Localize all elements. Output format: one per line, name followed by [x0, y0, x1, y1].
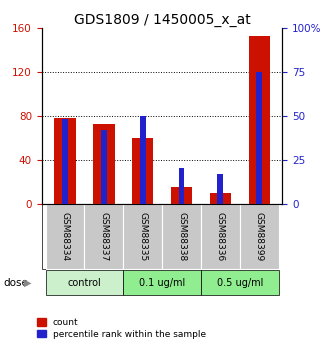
Title: GDS1809 / 1450005_x_at: GDS1809 / 1450005_x_at	[74, 12, 250, 27]
Bar	[46, 270, 123, 295]
Bar	[210, 193, 231, 204]
Text: GSM88335: GSM88335	[138, 212, 147, 261]
Bar	[123, 204, 162, 269]
Bar	[256, 71, 262, 204]
Bar	[171, 187, 192, 204]
Bar	[132, 138, 153, 204]
Bar	[123, 270, 201, 295]
Text: ▶: ▶	[24, 278, 31, 288]
Text: 0.5 ug/ml: 0.5 ug/ml	[217, 278, 263, 288]
Bar	[240, 204, 279, 269]
Bar	[54, 118, 76, 204]
Bar	[62, 119, 68, 204]
Text: GSM88337: GSM88337	[100, 212, 108, 261]
Bar	[248, 36, 270, 204]
Bar	[201, 204, 240, 269]
Bar	[217, 174, 223, 204]
Bar	[162, 204, 201, 269]
Bar	[140, 116, 146, 204]
Text: GSM88334: GSM88334	[61, 212, 70, 261]
Text: 0.1 ug/ml: 0.1 ug/ml	[139, 278, 185, 288]
Bar	[84, 204, 123, 269]
Bar	[178, 168, 185, 204]
Bar	[93, 124, 115, 204]
Bar	[201, 270, 279, 295]
Legend: count, percentile rank within the sample: count, percentile rank within the sample	[37, 318, 206, 339]
Text: GSM88399: GSM88399	[255, 212, 264, 261]
Bar	[46, 204, 84, 269]
Text: GSM88338: GSM88338	[177, 212, 186, 261]
Text: control: control	[67, 278, 101, 288]
Bar	[101, 130, 107, 204]
Text: dose: dose	[3, 278, 28, 288]
Text: GSM88336: GSM88336	[216, 212, 225, 261]
